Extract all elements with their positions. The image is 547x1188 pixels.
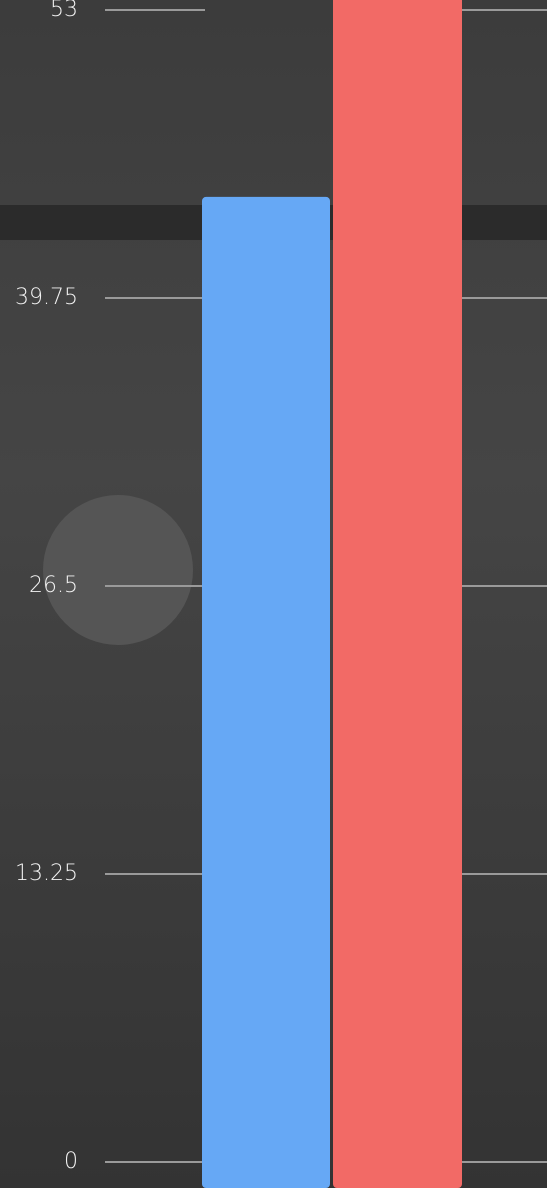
bar (333, 0, 462, 1188)
background-shape (43, 495, 193, 645)
y-tick-label: 53 (50, 0, 78, 22)
y-tick-label: 13.25 (15, 861, 78, 886)
y-tick-label: 0 (64, 1149, 78, 1174)
bar (202, 196, 330, 1188)
y-tick-label: 39.75 (15, 285, 78, 310)
y-tick-label: 26.5 (29, 573, 78, 598)
